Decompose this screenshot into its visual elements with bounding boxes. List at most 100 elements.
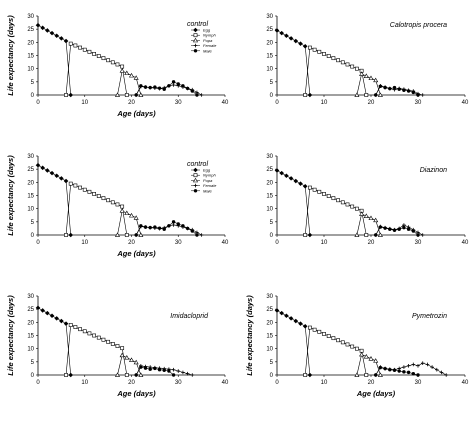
data-point-c0-s3-p8 — [171, 83, 176, 87]
data-point-c0-s2-p0 — [114, 92, 120, 97]
y-tick-label: 0 — [270, 233, 274, 239]
x-tick-label: 10 — [81, 240, 88, 246]
y-axis-label: Life expectancy (days) — [6, 15, 15, 96]
data-point-c3-s0-p5 — [298, 181, 303, 186]
series-line-egg — [276, 170, 311, 236]
data-point-c5-s3-p8 — [411, 362, 416, 367]
data-point-c0-s0-p1 — [40, 25, 45, 31]
y-tick-label: 15 — [266, 194, 273, 200]
data-point-c0-s1-p13 — [124, 93, 129, 97]
data-point-c2-s1-p8 — [101, 196, 106, 201]
data-point-c2-s1-p9 — [106, 198, 111, 203]
data-point-c0-s2-p5 — [138, 92, 144, 97]
data-point-c5-s4-p2 — [383, 366, 387, 371]
data-point-c0-s1-p1 — [68, 41, 73, 46]
data-point-c2-s1-p3 — [78, 185, 82, 190]
data-point-c0-s1-p6 — [92, 52, 97, 56]
data-point-c4-s4-p5 — [157, 368, 162, 372]
data-point-c0-s1-p8 — [101, 56, 106, 61]
series-line-nymph — [304, 327, 367, 376]
data-point-c4-s1-p13 — [124, 373, 129, 377]
series-line-nymph — [65, 324, 128, 376]
data-point-c4-s3-p9 — [176, 369, 181, 373]
data-point-c0-s1-p3 — [78, 45, 82, 50]
data-point-c4-s1-p1 — [68, 323, 73, 327]
data-point-c0-s4-p10 — [181, 84, 185, 88]
data-point-c3-s4-p6 — [402, 225, 406, 230]
x-tick-label: 20 — [368, 380, 375, 386]
data-point-c0-s0-p0 — [35, 22, 41, 28]
data-point-c2-s2-p2 — [124, 210, 130, 216]
y-tick-label: 15 — [27, 54, 34, 60]
data-point-c1-s4-p9 — [416, 93, 420, 97]
data-point-c4-s4-p1 — [139, 365, 143, 369]
data-point-c5-s2-p1 — [359, 351, 365, 357]
data-point-c3-s1-p6 — [331, 196, 336, 201]
data-point-c1-s1-p6 — [331, 56, 336, 61]
data-point-c0-s4-p11 — [185, 86, 190, 91]
data-point-c2-s0-p4 — [54, 173, 59, 179]
data-point-c1-s4-p2 — [383, 85, 387, 90]
x-tick-label: 10 — [81, 380, 88, 386]
data-point-c5-s2-p2 — [363, 353, 369, 359]
data-point-c2-s2-p3 — [128, 212, 135, 218]
data-point-c2-s4-p8 — [171, 220, 176, 224]
data-point-c1-s1-p5 — [326, 54, 331, 58]
x-tick-label: 0 — [275, 100, 279, 106]
data-point-c0-s1-p5 — [87, 49, 92, 54]
data-point-c3-s0-p1 — [279, 170, 284, 176]
data-point-c2-s1-p1 — [68, 181, 73, 186]
x-tick-label: 0 — [36, 380, 40, 386]
y-tick-label: 5 — [270, 220, 274, 226]
data-point-c3-s0-p6 — [302, 183, 308, 189]
y-axis-label: Life expectancy (days) — [245, 295, 254, 376]
y-tick-label: 20 — [27, 40, 34, 46]
data-point-c3-s1-p11 — [354, 206, 359, 211]
data-point-c5-s0-p0 — [274, 308, 280, 313]
legend-label: Pupa — [203, 178, 213, 183]
y-tick-label: 0 — [31, 373, 35, 379]
data-point-c1-s4-p7 — [406, 89, 411, 93]
data-point-c4-s1-p11 — [115, 344, 120, 348]
data-point-c2-s4-p13 — [195, 233, 199, 237]
data-point-c3-s4-p7 — [406, 227, 411, 231]
data-point-c4-s1-p6 — [92, 333, 97, 338]
data-point-c5-s1-p2 — [312, 327, 317, 332]
data-point-c1-s0-p7 — [307, 92, 313, 98]
data-point-c1-s4-p8 — [411, 90, 415, 95]
data-point-c2-s4-p2 — [143, 225, 148, 229]
data-point-c4-s0-p7 — [68, 372, 74, 378]
data-point-c0-s4-p2 — [143, 85, 148, 89]
data-point-c5-s4-p1 — [378, 365, 383, 370]
data-point-c1-s1-p3 — [317, 49, 322, 54]
data-point-c2-s3-p8 — [171, 223, 176, 227]
x-tick-label: 30 — [415, 240, 422, 246]
data-point-c2-s1-p7 — [96, 194, 101, 198]
data-point-c0-s4-p1 — [139, 84, 143, 88]
x-tick-label: 20 — [128, 100, 135, 106]
y-tick-label: 0 — [270, 93, 274, 99]
data-point-c3-s4-p3 — [388, 227, 392, 231]
data-point-c4-s1-p5 — [87, 331, 92, 336]
data-point-c5-s3-p10 — [420, 361, 425, 365]
data-point-c2-s1-p12 — [120, 204, 125, 209]
data-point-c3-s0-p2 — [284, 173, 289, 179]
data-point-c3-s4-p4 — [392, 228, 397, 232]
data-point-c4-s3-p12 — [190, 373, 195, 377]
data-point-c4-s1-p12 — [120, 346, 125, 351]
data-point-c4-s1-p4 — [82, 329, 87, 334]
data-point-c5-s3-p12 — [430, 365, 434, 369]
data-point-c3-s0-p0 — [274, 168, 280, 173]
x-tick-label: 10 — [321, 100, 328, 106]
y-tick-label: 15 — [266, 334, 273, 340]
data-point-c2-s0-p2 — [45, 168, 50, 173]
data-point-c0-s2-p0 — [192, 37, 199, 43]
x-tick-label: 0 — [275, 380, 279, 386]
chart-panel-4: 0 10 20 30 40 0 5 10 15 20 25 30 Age (days) Life expe… — [6, 294, 229, 398]
data-point-c4-s2-p3 — [128, 357, 135, 362]
data-point-c2-s1-p6 — [92, 192, 97, 196]
data-point-c3-s1-p4 — [322, 192, 326, 196]
data-point-c5-s2-p5 — [377, 372, 383, 377]
legend-label: Egg — [203, 28, 211, 33]
